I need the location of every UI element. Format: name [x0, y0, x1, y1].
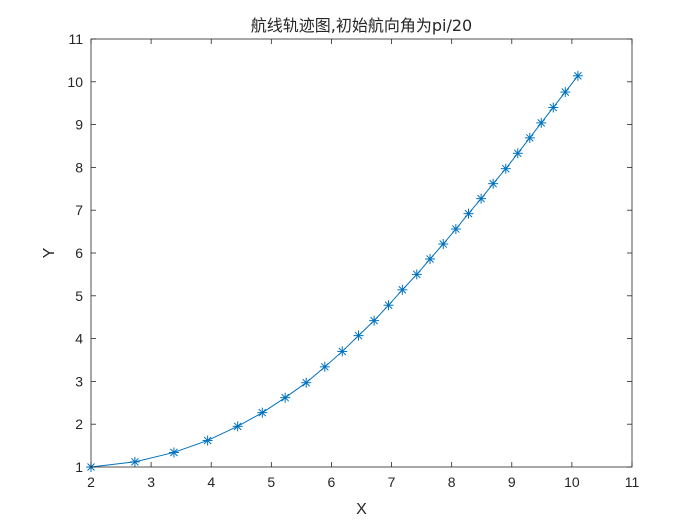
data-point: [168, 447, 179, 458]
data-point: [280, 392, 291, 403]
marker-stroke: [574, 71, 582, 80]
marker-stroke: [477, 194, 486, 203]
data-point: [232, 421, 243, 432]
x-tick-label: 3: [147, 474, 155, 490]
marker-stroke: [426, 255, 434, 263]
marker-stroke: [130, 457, 139, 466]
marker-stroke: [320, 362, 329, 371]
data-point: [369, 315, 380, 326]
data-point: [319, 361, 330, 372]
marker-stroke: [354, 331, 363, 340]
ticks: [90, 38, 633, 468]
data-point: [202, 435, 213, 446]
marker-stroke: [561, 88, 570, 96]
data-point: [411, 269, 422, 280]
y-tick-label: 10: [67, 74, 83, 90]
data-point: [488, 178, 499, 189]
data-point: [548, 102, 559, 113]
x-axis-label: X: [356, 501, 367, 518]
y-tick-label: 9: [75, 117, 83, 133]
marker-stroke: [370, 316, 379, 325]
data-point: [524, 132, 535, 143]
x-tick-label: 4: [207, 474, 215, 490]
marker-stroke: [439, 240, 448, 248]
y-tick-label: 1: [75, 459, 83, 475]
y-tick-label: 8: [75, 159, 83, 175]
marker-stroke: [338, 347, 347, 356]
data-point: [425, 253, 436, 264]
x-tick-label: 10: [564, 474, 580, 490]
x-tick-label: 8: [448, 474, 456, 490]
marker-stroke: [398, 285, 407, 294]
y-tick-label: 2: [75, 416, 83, 432]
marker-stroke: [170, 448, 178, 457]
x-tick-label: 2: [87, 474, 95, 490]
marker-stroke: [412, 270, 421, 279]
data-point: [463, 208, 474, 219]
marker-stroke: [525, 133, 534, 142]
data-point: [500, 163, 511, 174]
y-tick-label: 3: [75, 373, 83, 389]
data-point: [397, 284, 408, 295]
marker-stroke: [281, 393, 290, 402]
marker-stroke: [451, 225, 460, 233]
y-axis-label: Y: [41, 247, 58, 258]
data-point: [353, 330, 364, 341]
markers: [86, 70, 583, 472]
chart-title: 航线轨迹图,初始航向角为pi/20: [251, 16, 472, 35]
axes-background: [91, 39, 632, 467]
y-tick-label: 4: [75, 331, 83, 347]
series-line: [90, 75, 579, 468]
marker-stroke: [384, 301, 393, 310]
data-point: [301, 377, 312, 388]
marker-stroke: [203, 436, 212, 445]
data-point: [438, 239, 449, 250]
data-point: [383, 300, 394, 311]
data-point: [450, 224, 461, 235]
data-point: [337, 346, 348, 357]
y-tick-label: 11: [68, 31, 83, 47]
data-point: [536, 117, 547, 128]
x-tick-label: 7: [388, 474, 396, 490]
marker-stroke: [302, 378, 311, 387]
data-point: [512, 148, 523, 159]
marker-stroke: [549, 103, 558, 112]
y-tick-label: 6: [75, 245, 83, 261]
marker-stroke: [233, 422, 242, 431]
marker-stroke: [501, 164, 510, 173]
data-point: [257, 407, 268, 418]
marker-stroke: [513, 149, 522, 158]
y-tick-label: 7: [75, 202, 83, 218]
data-point: [476, 193, 487, 204]
x-tick-label: 11: [625, 474, 640, 490]
y-tick-label: 5: [75, 288, 83, 304]
marker-stroke: [537, 118, 546, 127]
data-point: [560, 87, 571, 98]
x-tick-label: 9: [508, 474, 516, 490]
axes-box: [90, 38, 633, 468]
data-point: [129, 456, 140, 467]
marker-stroke: [489, 179, 498, 188]
x-tick-label: 5: [267, 474, 275, 490]
x-tick-label: 6: [328, 474, 336, 490]
marker-stroke: [258, 408, 267, 417]
marker-stroke: [464, 209, 473, 218]
data-point: [572, 70, 583, 81]
